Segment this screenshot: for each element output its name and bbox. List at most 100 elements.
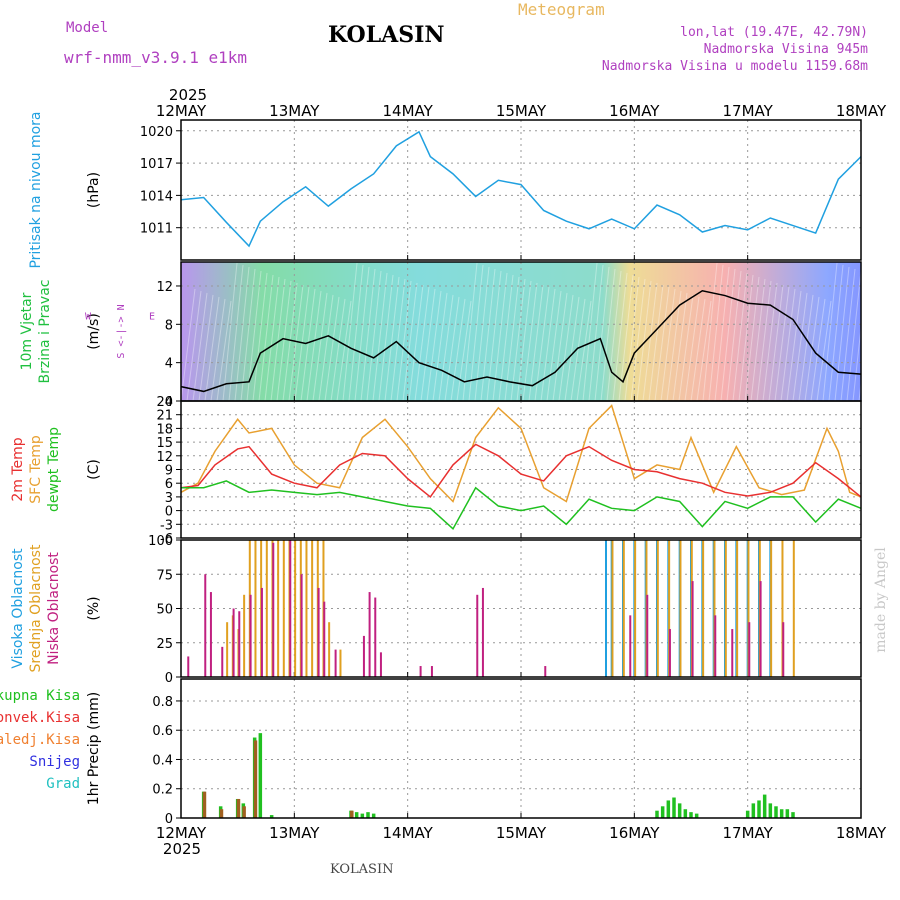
wind-barb [318, 294, 334, 402]
time-label-bottom: 18MAY [836, 824, 887, 842]
wind-barb [750, 278, 766, 402]
y-tick-label: 50 [156, 603, 173, 618]
wind-barb [444, 296, 460, 402]
wind-barb [642, 282, 658, 402]
wind-barb [816, 300, 832, 402]
bar-clouds [328, 622, 331, 677]
wind-barb [576, 300, 592, 402]
bar-clouds [362, 635, 365, 677]
y-tick-label: -3 [160, 518, 173, 533]
wind-barb [702, 262, 718, 402]
bar-clouds [243, 594, 246, 677]
time-label-top: 13MAY [269, 102, 320, 120]
wind-barb [300, 288, 316, 402]
unit-label: (m/s) [86, 313, 102, 350]
wind-barb [510, 278, 526, 402]
station-title: KOLASIN [328, 22, 445, 48]
time-label-top: 12MAY [156, 102, 207, 120]
compass-ns: S <-|-> N [116, 304, 127, 358]
y-tick-label: 1011 [140, 222, 173, 237]
bar-precipitation [672, 797, 676, 818]
wind-barb [438, 294, 454, 402]
wind-barb [672, 292, 688, 402]
year-label-top: 2025 [169, 86, 207, 104]
wind-barb [552, 292, 568, 402]
wind-barb [660, 288, 676, 402]
bar-clouds [702, 540, 705, 677]
param-label: 2m Temp [10, 437, 26, 501]
wind-barb [486, 270, 502, 402]
time-label-top: 17MAY [723, 102, 774, 120]
series-line-temperature [180, 443, 862, 498]
bar-clouds [611, 540, 614, 677]
wind-barb [648, 284, 664, 402]
bar-clouds [238, 611, 241, 677]
bar-clouds [305, 540, 308, 677]
bar-clouds [605, 540, 607, 677]
panel-pressure: 1011 1014 1017 1020 (hPa) Pritisak na nivou m… [28, 111, 862, 269]
bar-precipitation [655, 810, 659, 818]
bar-clouds [748, 622, 751, 677]
wind-barb [732, 272, 748, 402]
panel-frame [180, 678, 862, 819]
wind-barb [684, 296, 700, 402]
wind-barb [186, 290, 202, 402]
wind-barb [792, 292, 808, 402]
bar-clouds [419, 666, 422, 677]
bar-clouds [634, 540, 637, 677]
wind-barb [810, 298, 826, 402]
series-line-pressure [180, 130, 862, 248]
bar-clouds [622, 540, 625, 677]
wind-barb [522, 282, 538, 402]
wind-barb [780, 288, 796, 402]
time-label-top: 18MAY [836, 102, 887, 120]
wind-barb [582, 262, 598, 402]
y-tick-label: 21 [156, 409, 173, 424]
time-label-bottom: 14MAY [383, 824, 434, 842]
bar-precipitation [354, 812, 359, 818]
wind-barb [774, 286, 790, 402]
param-label: Snijeg [29, 754, 80, 770]
watermark: made by Angel [873, 547, 889, 653]
wind-barb [324, 296, 340, 402]
bar-clouds [289, 540, 292, 677]
wind-barb [516, 280, 532, 402]
wind-barb [432, 292, 448, 402]
bar-precipitation [689, 812, 693, 818]
y-tick-label: 1020 [140, 125, 173, 140]
bar-clouds [311, 540, 314, 677]
bar-clouds [691, 581, 694, 677]
y-tick-label: 4 [165, 357, 173, 372]
bar-precipitation [791, 812, 795, 818]
param-label: SFC Temp [28, 435, 44, 504]
footer-station: KOLASIN [330, 862, 394, 877]
bar-clouds [277, 540, 280, 677]
bar-clouds [770, 540, 773, 677]
wind-barb [852, 272, 868, 402]
y-tick-label: 15 [156, 436, 173, 451]
wind-barb [240, 268, 256, 402]
wind-barb [282, 282, 298, 402]
bar-clouds [668, 540, 671, 677]
wind-barb [312, 292, 328, 402]
panel-frame [180, 539, 862, 678]
compass-e: E [149, 312, 155, 323]
panel-clouds: 0 25 50 75 100 (%) Visoka Oblacnost Srednja Obl… [10, 534, 862, 686]
y-tick-label: 1014 [140, 189, 173, 204]
wind-barb [306, 290, 322, 402]
time-label-bottom: 17MAY [723, 824, 774, 842]
wind-barb [198, 294, 214, 402]
series-line-wind [180, 289, 862, 393]
bar-clouds [792, 540, 795, 677]
bar-precipitation [360, 813, 365, 818]
bar-precipitation [366, 812, 370, 818]
wind-barb [342, 262, 358, 402]
wind-barb [258, 274, 274, 402]
y-tick-label: 12 [156, 280, 173, 295]
y-tick-label: -6 [160, 532, 173, 547]
bar-clouds [724, 540, 727, 677]
unit-label: (C) [86, 459, 102, 480]
wind-barb [840, 268, 856, 402]
